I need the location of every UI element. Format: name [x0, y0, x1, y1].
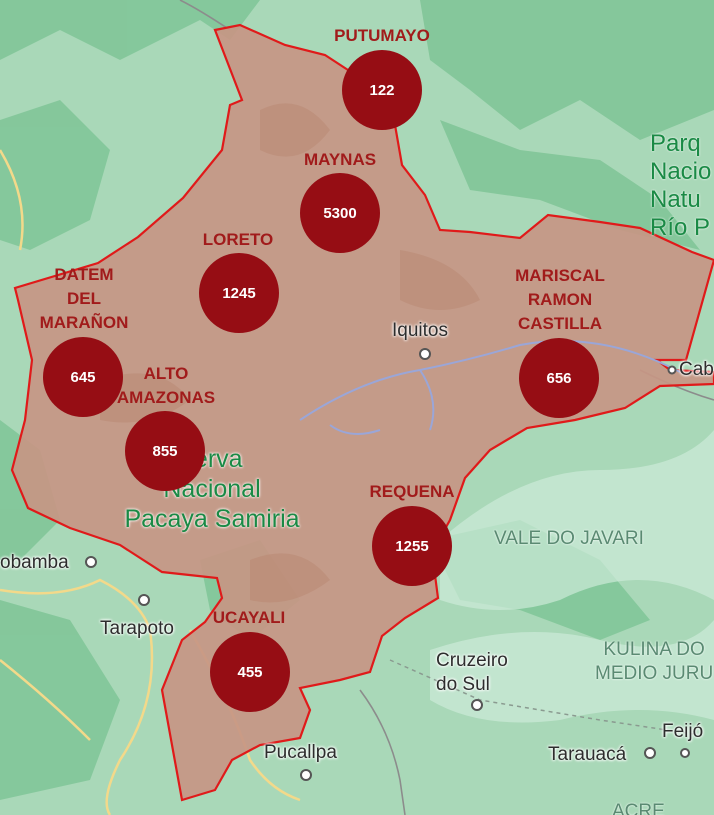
cluster-bubble-loreto[interactable]: 1245 [199, 253, 279, 333]
city-label-cruzeiro: Cruzeiro do Sul [436, 650, 508, 695]
highway-dashed [389, 659, 701, 736]
cab-marker[interactable] [667, 365, 677, 375]
tarapoto-marker[interactable] [138, 594, 150, 606]
loreto-region[interactable] [10, 23, 714, 802]
region-label-kulina: KULINA DO MEDIO JURU [595, 639, 714, 684]
cluster-bubble-putumayo[interactable]: 122 [342, 50, 422, 130]
region-label-acre: ACRE [612, 801, 665, 815]
iquitos-marker[interactable] [419, 348, 431, 360]
province-label-alto-amazonas: ALTO AMAZONAS [116, 364, 216, 407]
region-label-javari: VALE DO JAVARI [494, 528, 644, 549]
cluster-bubble-mariscal[interactable]: 656 [519, 338, 599, 418]
city-label-iquitos: Iquitos [392, 320, 448, 341]
cluster-bubble-datem[interactable]: 645 [43, 337, 123, 417]
province-label-mariscal: MARISCAL RAMON CASTILLA [515, 266, 605, 333]
province-label-loreto: LORETO [202, 230, 274, 249]
region-texture [100, 103, 480, 603]
city-label-obamba: obamba [0, 552, 69, 573]
cluster-bubble-ucayali[interactable]: 455 [210, 632, 290, 712]
province-label-maynas: MAYNAS [303, 150, 377, 169]
rivers [299, 340, 681, 435]
province-label-requena: REQUENA [369, 482, 455, 501]
river-valleys [430, 430, 714, 723]
region-label-park: Parq Nacio Natu Río P [650, 130, 712, 241]
cruzeiro-marker[interactable] [471, 699, 483, 711]
cluster-bubble-requena[interactable]: 1255 [372, 506, 452, 586]
feijo-marker[interactable] [680, 748, 690, 758]
pucallpa-marker[interactable] [300, 769, 312, 781]
city-label-feijo: Feijó [662, 721, 704, 742]
city-label-pucallpa: Pucallpa [264, 742, 337, 763]
city-label-tarauaca: Tarauacá [548, 744, 627, 765]
city-label-cab: Cab [679, 359, 714, 380]
cluster-bubble-alto-amazonas[interactable]: 855 [125, 411, 205, 491]
province-label-putumayo: PUTUMAYO [334, 26, 430, 45]
province-label-ucayali: UCAYALI [212, 608, 286, 627]
province-label-datem: DATEM DEL MARAÑON [39, 265, 129, 332]
cluster-bubble-maynas[interactable]: 5300 [300, 173, 380, 253]
tarauaca-marker[interactable] [644, 747, 656, 759]
obamba-marker[interactable] [85, 556, 97, 568]
city-label-tarapoto: Tarapoto [100, 618, 174, 639]
